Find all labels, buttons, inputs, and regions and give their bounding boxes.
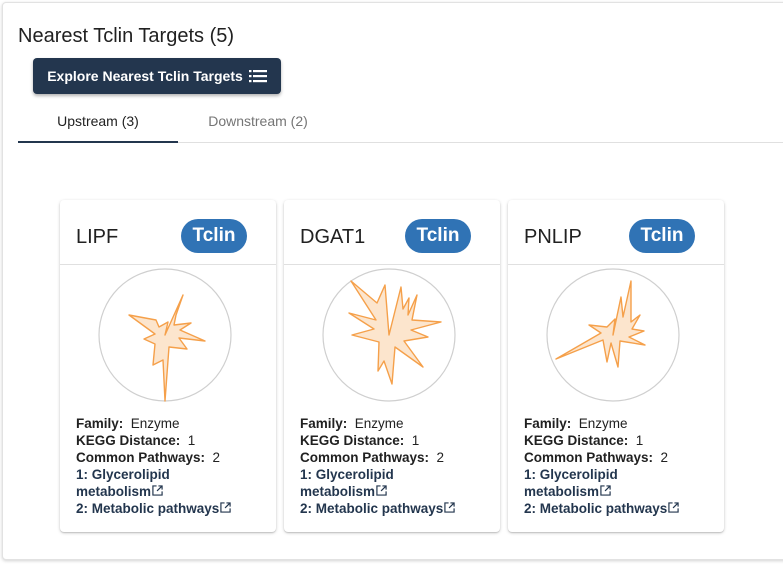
kegg-distance-value: 1	[411, 433, 420, 448]
pathway-name: Metabolic pathways	[539, 501, 668, 516]
common-pathways-value: 2	[212, 450, 221, 465]
external-link-icon	[152, 485, 163, 496]
tab-downstream[interactable]: Downstream (2)	[178, 100, 338, 142]
pathway-index: 2:	[300, 501, 316, 516]
explore-button-label: Explore Nearest Tclin Targets	[47, 68, 243, 84]
tdl-badge[interactable]: Tclin	[629, 219, 695, 253]
radar-chart[interactable]	[321, 267, 457, 403]
pathway-link-2[interactable]: 2: Metabolic pathways	[300, 500, 496, 517]
radar-chart[interactable]	[97, 267, 233, 403]
pathway-name-part: metabolism	[76, 484, 152, 499]
kegg-distance-label: KEGG Distance:	[300, 433, 405, 448]
tdl-badge[interactable]: Tclin	[181, 219, 247, 253]
pathway-name-part: metabolism	[524, 484, 600, 499]
target-symbol[interactable]: LIPF	[76, 226, 119, 248]
family-label: Family:	[524, 416, 572, 431]
kegg-distance-value: 1	[635, 433, 644, 448]
pathway-name: Metabolic pathways	[91, 501, 220, 516]
target-details: Family: Enzyme KEGG Distance: 1 Common P…	[76, 415, 272, 517]
pathway-link-1[interactable]: 1: Glycerolipid metabolism	[300, 466, 496, 500]
family-value: Enzyme	[578, 416, 628, 431]
common-pathways-value: 2	[660, 450, 669, 465]
card-header: LIPF Tclin	[60, 200, 276, 265]
external-link-icon	[600, 485, 611, 496]
pathway-index: 2:	[76, 501, 92, 516]
target-card-pnlip: PNLIP Tclin Family: Enzyme KEGG Distance…	[508, 200, 724, 532]
pathway-index: 1:	[524, 467, 540, 482]
tab-upstream[interactable]: Upstream (3)	[18, 100, 178, 142]
pathway-index: 2:	[524, 501, 540, 516]
card-header: DGAT1 Tclin	[284, 200, 500, 265]
pathway-link-1[interactable]: 1: Glycerolipid metabolism	[76, 466, 272, 500]
external-link-icon	[376, 485, 387, 496]
external-link-icon	[668, 502, 679, 513]
external-link-icon	[220, 502, 231, 513]
radar-chart[interactable]	[545, 267, 681, 403]
card-header: PNLIP Tclin	[508, 200, 724, 265]
kegg-distance-label: KEGG Distance:	[524, 433, 629, 448]
pathway-index: 1:	[300, 467, 316, 482]
pathway-link-1[interactable]: 1: Glycerolipid metabolism	[524, 466, 720, 500]
common-pathways-label: Common Pathways:	[524, 450, 654, 465]
common-pathways-label: Common Pathways:	[76, 450, 206, 465]
family-label: Family:	[76, 416, 124, 431]
target-details: Family: Enzyme KEGG Distance: 1 Common P…	[300, 415, 496, 517]
active-tab-indicator	[18, 141, 178, 143]
family-value: Enzyme	[354, 416, 404, 431]
pathway-name-part: Glycerolipid	[91, 467, 170, 482]
pathway-name-part: Glycerolipid	[539, 467, 618, 482]
family-label: Family:	[300, 416, 348, 431]
tab-downstream-label: Downstream (2)	[208, 113, 308, 129]
pathway-name-part: metabolism	[300, 484, 376, 499]
tab-upstream-label: Upstream (3)	[57, 113, 139, 129]
target-card-dgat1: DGAT1 Tclin Family: Enzyme KEGG Distance…	[284, 200, 500, 532]
direction-tabs: Upstream (3) Downstream (2)	[18, 100, 783, 143]
section-title: Nearest Tclin Targets (5)	[18, 25, 235, 47]
common-pathways-value: 2	[436, 450, 445, 465]
family-value: Enzyme	[130, 416, 180, 431]
target-details: Family: Enzyme KEGG Distance: 1 Common P…	[524, 415, 720, 517]
external-link-icon	[444, 502, 455, 513]
pathway-index: 1:	[76, 467, 92, 482]
kegg-distance-label: KEGG Distance:	[76, 433, 181, 448]
kegg-distance-value: 1	[187, 433, 196, 448]
target-card-lipf: LIPF Tclin Family: Enzyme KEGG Distance:…	[60, 200, 276, 532]
pathway-name-part: Glycerolipid	[315, 467, 394, 482]
pathway-link-2[interactable]: 2: Metabolic pathways	[524, 500, 720, 517]
pathway-link-2[interactable]: 2: Metabolic pathways	[76, 500, 272, 517]
list-icon	[248, 70, 267, 83]
explore-nearest-tclin-button[interactable]: Explore Nearest Tclin Targets	[33, 58, 281, 94]
common-pathways-label: Common Pathways:	[300, 450, 430, 465]
target-symbol[interactable]: PNLIP	[524, 226, 582, 248]
pathway-name: Metabolic pathways	[315, 501, 444, 516]
target-symbol[interactable]: DGAT1	[300, 226, 366, 248]
tdl-badge[interactable]: Tclin	[405, 219, 471, 253]
